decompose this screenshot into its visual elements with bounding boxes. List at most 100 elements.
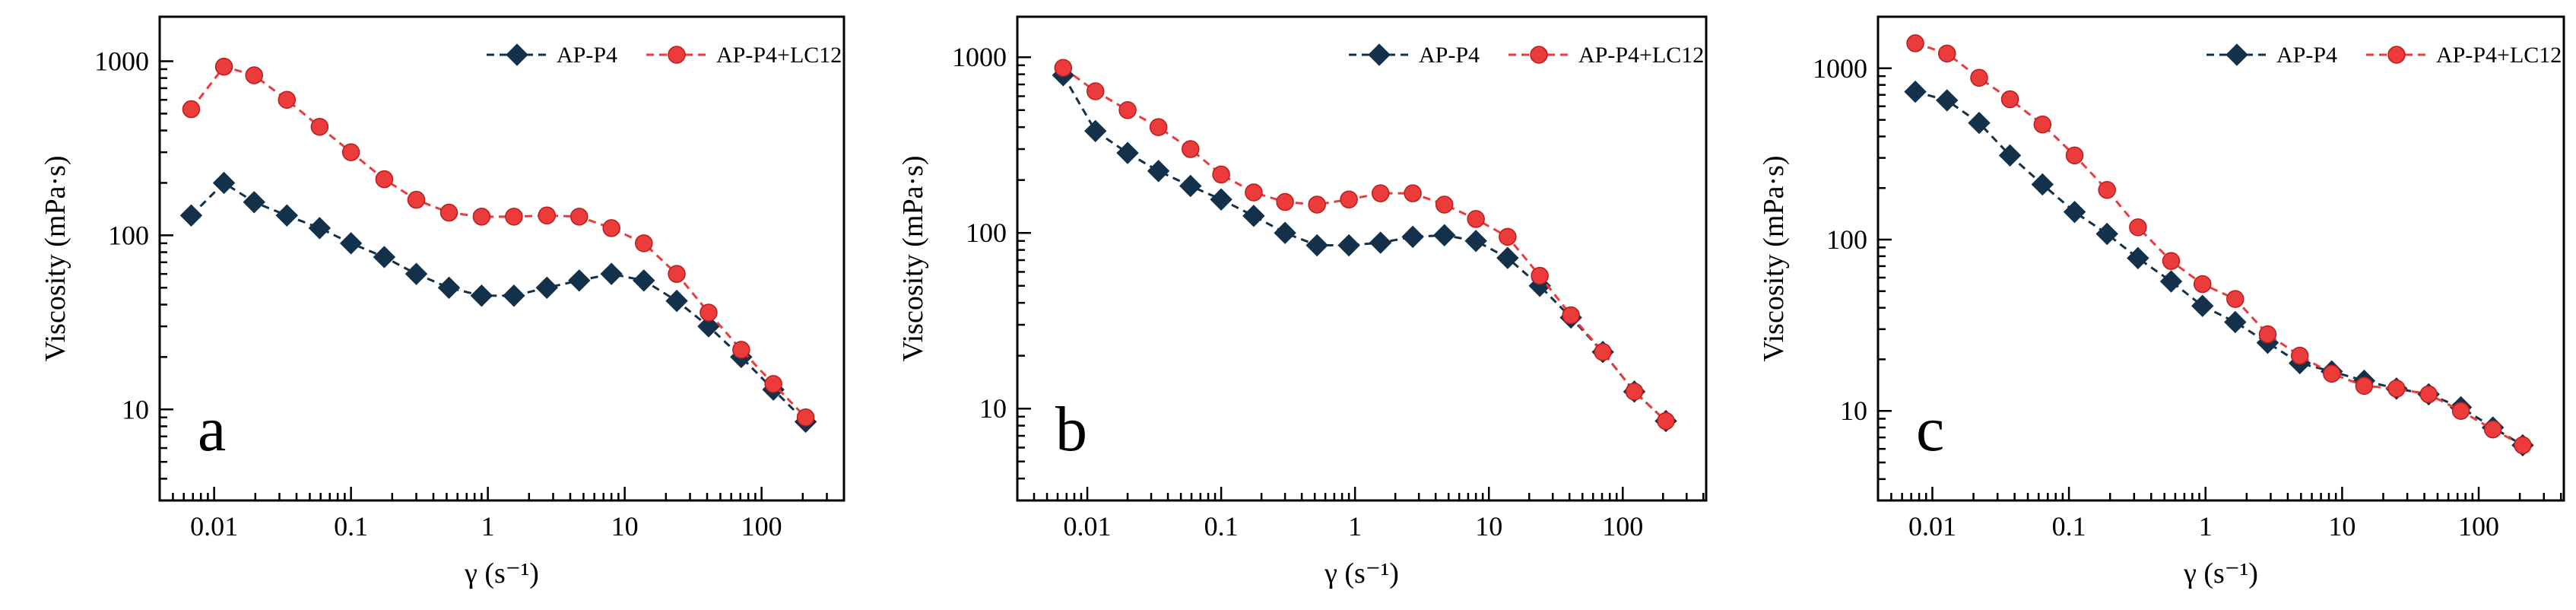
data-point (243, 191, 265, 214)
data-point (1625, 383, 1644, 401)
data-point (1274, 221, 1296, 244)
data-point (2127, 246, 2149, 270)
data-point (796, 408, 815, 427)
data-point (404, 262, 428, 285)
y-tick-label: 10 (122, 394, 149, 424)
y-axis-title: Viscosity (mPa·s) (1758, 155, 1790, 361)
data-point (668, 265, 686, 283)
data-point (633, 269, 655, 292)
series-ap-p4-lc12 (1906, 34, 2532, 455)
data-point (1149, 118, 1168, 136)
data-point (538, 206, 557, 225)
data-point (1499, 227, 1517, 246)
data-point (2419, 385, 2438, 404)
legend-label: AP-P4+LC12 (2436, 43, 2562, 68)
data-point (1968, 111, 1991, 135)
chart-panel-c: 0.01 0.1 1 10 100 10 100 1000 γ (s⁻¹) Viscosity (… (1758, 15, 2565, 589)
data-point (1401, 225, 1424, 249)
legend-marker (506, 43, 528, 66)
data-point (2387, 380, 2406, 398)
data-point (1562, 306, 1580, 325)
y-tick-label: 10 (979, 393, 1007, 424)
data-point (278, 91, 297, 109)
data-point (1276, 192, 1294, 211)
x-tick-label: 0.01 (190, 511, 238, 542)
data-point (2290, 346, 2309, 365)
data-point (1371, 184, 1390, 202)
x-tick-label: 0.1 (2052, 511, 2086, 542)
data-point (275, 204, 299, 227)
y-tick-label: 100 (966, 218, 1007, 248)
data-point (1594, 343, 1612, 361)
data-point (1182, 140, 1200, 158)
data-point (214, 57, 233, 76)
data-point (665, 289, 688, 313)
data-point (1245, 183, 1263, 202)
data-point (1084, 119, 1107, 143)
plot-frame (1016, 15, 1708, 502)
data-point (2031, 173, 2054, 196)
data-point (1496, 246, 1519, 269)
legend-marker (1530, 46, 1548, 64)
data-point (2355, 376, 2374, 396)
data-point (1147, 160, 1170, 183)
legend-label: AP-P4+LC12 (716, 43, 842, 68)
y-tick-label: 10 (1840, 396, 1867, 426)
data-point (2258, 325, 2277, 344)
data-point (602, 219, 620, 237)
x-tick-label: 1 (1348, 511, 1362, 542)
data-point (764, 375, 782, 393)
data-point (1118, 101, 1137, 119)
data-point (1467, 210, 1485, 228)
x-tick-label: 10 (1475, 511, 1502, 542)
legend-marker (2225, 43, 2248, 66)
data-point (700, 303, 718, 322)
legend-label: AP-P4+LC12 (1578, 43, 1704, 68)
series-ap-p4-lc12 (182, 57, 815, 427)
data-point (1369, 231, 1392, 254)
data-point (2063, 200, 2086, 224)
legend-marker (2387, 46, 2406, 64)
data-point (1179, 174, 1202, 198)
x-axis-title: γ (s⁻¹) (1324, 558, 1399, 589)
data-point (635, 234, 653, 253)
legend-marker (1368, 43, 1391, 66)
data-point (2162, 252, 2181, 270)
data-point (600, 262, 623, 285)
legend-label: AP-P4 (557, 43, 617, 68)
data-point (2483, 420, 2502, 439)
data-point (1308, 195, 1326, 214)
plot-frame (158, 15, 845, 502)
data-point (503, 284, 525, 307)
data-point (2129, 218, 2147, 237)
x-tick-label: 10 (2328, 511, 2356, 542)
data-point (1404, 184, 1422, 202)
data-point (1937, 44, 1956, 63)
legend-label: AP-P4 (1419, 43, 1480, 68)
data-point (1212, 165, 1230, 184)
data-point (1904, 80, 1927, 103)
data-point (439, 203, 458, 222)
data-point (2159, 270, 2183, 293)
data-point (1242, 205, 1265, 227)
chart-panel-b: 0.01 0.1 1 10 100 10 100 1000 γ (s⁻¹) Viscosity (… (897, 15, 1708, 589)
data-point (2098, 180, 2116, 199)
x-tick-label: 0.01 (1908, 511, 1956, 542)
data-point (310, 117, 329, 136)
series-ap-p4-lc12 (1054, 59, 1675, 430)
data-point (182, 100, 201, 119)
data-point (472, 208, 491, 226)
x-tick-label: 0.01 (1064, 511, 1112, 542)
x-tick-label: 0.1 (1204, 511, 1239, 542)
data-point (1086, 82, 1105, 100)
data-point (1531, 266, 1549, 285)
data-point (570, 208, 588, 226)
data-point (1340, 190, 1358, 209)
data-point (1998, 144, 2022, 167)
legend: AP-P4 AP-P4+LC12 (1349, 43, 1704, 68)
y-tick-label: 100 (1826, 224, 1867, 255)
data-point (1432, 224, 1456, 246)
data-point (179, 204, 203, 227)
panel-letter: b (1055, 394, 1087, 465)
